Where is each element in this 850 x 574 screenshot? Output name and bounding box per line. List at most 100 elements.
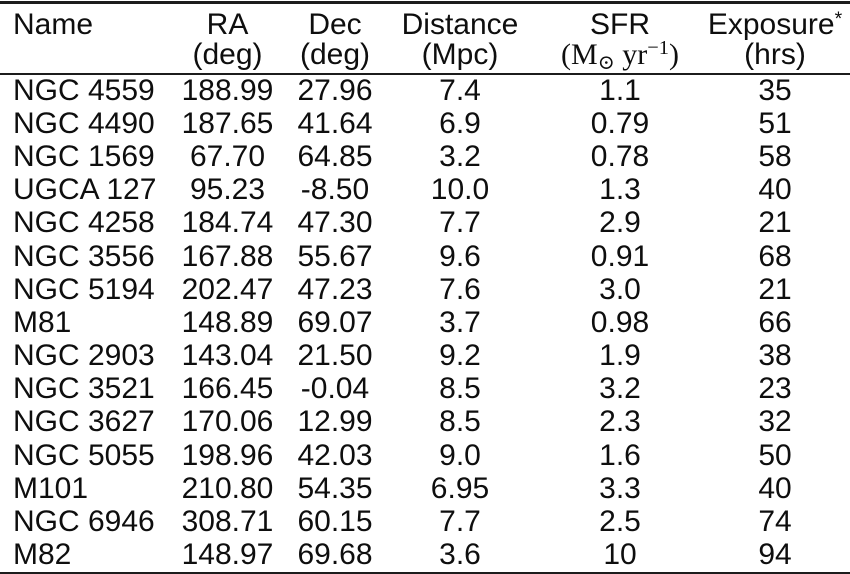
cell-ra: 198.96 [181, 438, 274, 472]
cell-name: NGC 5055 [13, 438, 155, 472]
cell-distance: 7.7 [439, 505, 481, 539]
cell-exposure: 40 [758, 173, 792, 207]
cell-sfr: 3.3 [599, 471, 641, 505]
cell-distance: 8.5 [439, 372, 481, 406]
cell-sfr: 0.98 [590, 305, 650, 339]
table-row: NGC 3627 170.06 12.99 8.5 2.3 32 [0, 406, 850, 439]
cell-ra: 148.89 [181, 305, 274, 339]
header-distance: Distance [401, 8, 519, 41]
table-header: Name RA Dec Distance SFR Exposure* (deg)… [0, 2, 850, 74]
unit-name-empty [0, 40, 165, 74]
cell-exposure: 50 [758, 438, 792, 472]
exposure-footnote-asterisk: * [834, 8, 843, 31]
table-row: NGC 5194 202.47 47.23 7.6 3.0 21 [0, 273, 850, 306]
cell-sfr: 3.0 [599, 272, 641, 306]
table-row: NGC 6946 308.71 60.15 7.7 2.5 74 [0, 505, 850, 538]
cell-distance: 7.4 [439, 74, 481, 108]
cell-name: NGC 4490 [13, 106, 155, 140]
cell-ra: 210.80 [181, 471, 274, 505]
cell-name: NGC 3521 [13, 372, 155, 406]
table-row: NGC 3521 166.45 -0.04 8.5 3.2 23 [0, 373, 850, 406]
cell-ra: 187.65 [181, 106, 274, 140]
cell-sfr: 2.9 [599, 206, 641, 240]
table-row: NGC 1569 67.70 64.85 3.2 0.78 58 [0, 140, 850, 173]
unit-sfr-close: ) [668, 38, 679, 71]
unit-ra: (deg) [192, 38, 263, 71]
cell-sfr: 1.9 [599, 339, 641, 373]
cell-dec: 55.67 [297, 239, 373, 273]
cell-dec: 27.96 [297, 74, 373, 108]
cell-exposure: 68 [758, 239, 792, 273]
cell-name: NGC 1569 [13, 139, 155, 173]
cell-dec: 69.68 [297, 538, 373, 572]
cell-distance: 9.6 [439, 239, 481, 273]
cell-ra: 308.71 [181, 505, 274, 539]
cell-sfr: 0.78 [590, 139, 650, 173]
table-row: M82 148.97 69.68 3.6 10 94 [0, 539, 850, 572]
cell-sfr: 1.3 [599, 173, 641, 207]
cell-exposure: 21 [758, 206, 792, 240]
cell-dec: 64.85 [297, 139, 373, 173]
unit-exposure: (hrs) [744, 38, 806, 71]
cell-distance: 6.9 [439, 106, 481, 140]
cell-ra: 67.70 [189, 139, 266, 173]
cell-sfr: 1.1 [599, 74, 641, 108]
bottom-rule-primary [0, 571, 850, 574]
unit-dec: (deg) [299, 38, 371, 71]
table-row: UGCA 127 95.23 -8.50 10.0 1.3 40 [0, 174, 850, 207]
cell-exposure: 74 [758, 505, 792, 539]
cell-distance: 7.7 [439, 206, 481, 240]
cell-ra: 167.88 [181, 239, 274, 273]
cell-distance: 3.7 [439, 305, 481, 339]
cell-ra: 148.97 [181, 538, 274, 572]
cell-dec: 60.15 [297, 505, 373, 539]
cell-sfr: 0.91 [590, 239, 650, 273]
unit-sfr-mid: yr [614, 38, 648, 71]
cell-ra: 166.45 [181, 372, 274, 406]
cell-distance: 9.2 [439, 339, 481, 373]
cell-exposure: 38 [758, 339, 792, 373]
cell-dec: -0.04 [300, 372, 370, 406]
table-row: NGC 4490 187.65 41.64 6.9 0.79 51 [0, 107, 850, 140]
cell-distance: 10.0 [430, 173, 490, 207]
cell-sfr: 3.2 [599, 372, 641, 406]
cell-name: NGC 3556 [13, 239, 155, 273]
table-row: NGC 3556 167.88 55.67 9.6 0.91 68 [0, 240, 850, 273]
cell-dec: 47.23 [297, 272, 373, 306]
cell-dec: 54.35 [297, 471, 373, 505]
header-dec: Dec [308, 8, 362, 41]
cell-sfr: 0.79 [590, 106, 650, 140]
header-name: Name [13, 8, 94, 41]
cell-name: NGC 6946 [13, 505, 155, 539]
cell-ra: 188.99 [181, 74, 274, 108]
cell-distance: 3.2 [439, 139, 481, 173]
header-unit-row: (deg) (deg) (Mpc) (M⊙ yr−1) (hrs) [0, 36, 850, 74]
cell-distance: 7.6 [439, 272, 481, 306]
cell-ra: 202.47 [181, 272, 274, 306]
unit-sfr-exponent: −1 [647, 36, 669, 59]
header-ra: RA [206, 8, 249, 41]
unit-sfr-open: (M [561, 38, 598, 71]
cell-ra: 170.06 [181, 405, 274, 439]
cell-dec: -8.50 [300, 173, 370, 207]
cell-dec: 21.50 [297, 339, 373, 373]
cell-dec: 47.30 [297, 206, 373, 240]
cell-name: M82 [13, 538, 72, 572]
table-row: NGC 4258 184.74 47.30 7.7 2.9 21 [0, 207, 850, 240]
cell-name: M101 [13, 471, 89, 505]
unit-sfr: (M⊙ yr−1) [540, 36, 700, 74]
cell-exposure: 66 [758, 305, 792, 339]
cell-name: NGC 4559 [13, 74, 155, 108]
cell-ra: 95.23 [189, 173, 266, 207]
cell-name: M81 [13, 305, 72, 339]
header-sfr: SFR [590, 8, 650, 41]
cell-distance: 8.5 [439, 405, 481, 439]
cell-dec: 69.07 [297, 305, 373, 339]
cell-dec: 41.64 [297, 106, 373, 140]
cell-sfr: 1.6 [599, 438, 641, 472]
cell-sfr: 2.3 [599, 405, 641, 439]
cell-name: NGC 3627 [13, 405, 155, 439]
cell-exposure: 21 [758, 272, 792, 306]
